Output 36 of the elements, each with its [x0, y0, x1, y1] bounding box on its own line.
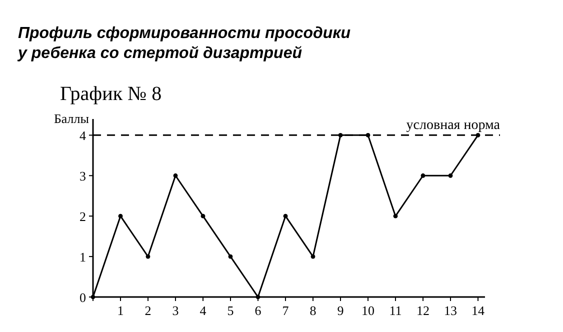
y-tick-label: 4 [80, 128, 86, 144]
x-tick-label: 4 [200, 303, 207, 318]
x-tick-label: 2 [144, 303, 152, 318]
ref-line-label: условная норма [406, 118, 501, 134]
x-tick-label: 11 [389, 303, 402, 318]
x-tick-label: 8 [310, 303, 316, 318]
point [228, 254, 233, 259]
point [173, 173, 178, 178]
y-tick-label: 1 [80, 250, 86, 265]
chart-title: Профиль сформированности просодики у ребенка со стертой дизартрией [17, 25, 351, 62]
x-tick-label: 3 [172, 303, 179, 318]
point [118, 214, 123, 218]
x-tick-label: 12 [416, 303, 430, 318]
point [146, 254, 150, 259]
point [200, 214, 206, 218]
y-tick-label: 0 [80, 290, 86, 305]
x-tick-label: 7 [282, 303, 290, 318]
y-axis-title: Баллы [54, 111, 90, 126]
y-tick-label: 3 [80, 168, 86, 184]
point [310, 254, 316, 259]
x-tick-label: 10 [362, 303, 374, 318]
y-tick-label: 2 [80, 209, 86, 224]
point [476, 132, 480, 138]
chart-subtitle: График № 8 [60, 83, 162, 105]
point [420, 173, 426, 178]
x-tick-label: 5 [227, 303, 234, 318]
point [393, 214, 398, 218]
x-tick-label: 9 [337, 303, 344, 318]
x-tick-label: 14 [472, 303, 485, 318]
point [366, 132, 370, 138]
x-tick-label: 6 [254, 303, 262, 318]
point [338, 132, 343, 138]
x-tick-label: 13 [444, 303, 457, 318]
point [283, 214, 288, 218]
x-tick-label: 1 [117, 303, 124, 318]
point [448, 173, 453, 178]
